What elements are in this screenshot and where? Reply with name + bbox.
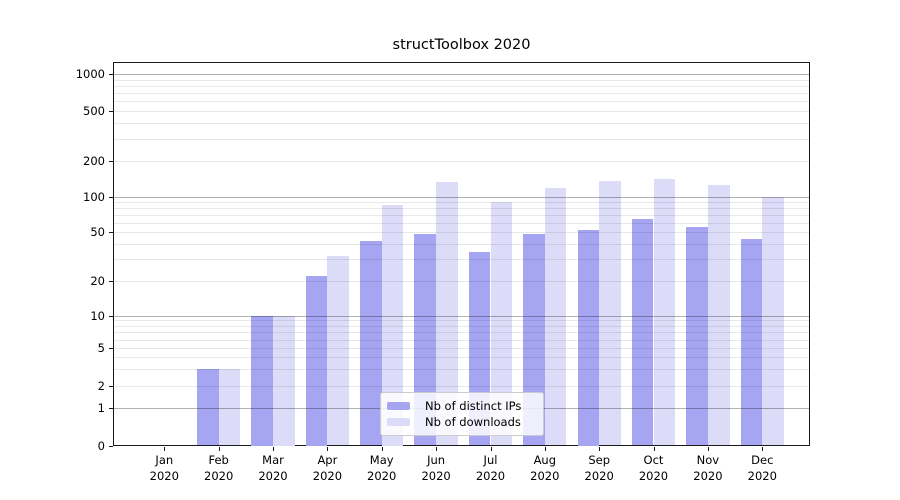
legend-label-downloads: Nb of downloads bbox=[425, 415, 521, 429]
y-tick-label-50: 50 bbox=[90, 225, 105, 239]
bar-distinct_ips-apr bbox=[305, 275, 328, 446]
legend-label-distinct-ips: Nb of distinct IPs bbox=[425, 399, 522, 413]
bar-downloads-oct bbox=[653, 179, 676, 446]
x-tick-sep bbox=[599, 446, 601, 451]
legend: Nb of distinct IPs Nb of downloads bbox=[380, 392, 544, 436]
bar-distinct_ips-sep bbox=[577, 230, 600, 446]
y-tick-label-200: 200 bbox=[83, 154, 105, 168]
bar-downloads-aug bbox=[544, 188, 567, 446]
y-tick-label-2: 2 bbox=[97, 379, 105, 393]
x-tick-nov bbox=[707, 446, 709, 451]
x-tick-label-dec: Dec 2020 bbox=[747, 452, 777, 483]
bar-distinct_ips-feb bbox=[197, 369, 219, 446]
x-tick-feb bbox=[218, 446, 220, 451]
y-tick-label-100: 100 bbox=[83, 189, 105, 204]
bar-distinct_ips-nov bbox=[686, 227, 708, 446]
legend-item-downloads: Nb of downloads bbox=[387, 415, 535, 429]
bar-downloads-mar bbox=[273, 315, 295, 446]
legend-swatch-downloads bbox=[387, 418, 410, 426]
x-tick-label-jun: Jun 2020 bbox=[421, 452, 451, 483]
y-tick-label-1: 1 bbox=[97, 400, 105, 415]
bar-distinct_ips-dec bbox=[740, 238, 763, 446]
bar-distinct_ips-may bbox=[360, 241, 382, 446]
x-tick-label-nov: Nov 2020 bbox=[693, 452, 723, 483]
x-tick-label-jul: Jul 2020 bbox=[475, 452, 506, 483]
x-tick-dec bbox=[762, 446, 764, 451]
y-tick-label-20: 20 bbox=[90, 273, 105, 288]
chart-title: structToolbox 2020 bbox=[392, 37, 531, 53]
y-tick-label-1000: 1000 bbox=[75, 67, 105, 81]
bar-downloads-dec bbox=[762, 196, 784, 446]
x-tick-oct bbox=[653, 446, 655, 451]
bar-downloads-jun bbox=[436, 182, 458, 446]
bar-downloads-may bbox=[381, 205, 404, 446]
y-tick-0 bbox=[109, 445, 113, 447]
bar-downloads-sep bbox=[599, 181, 621, 446]
y-tick-label-5: 5 bbox=[97, 341, 105, 355]
y-tick-label-0: 0 bbox=[97, 438, 105, 453]
bar-downloads-jul bbox=[490, 202, 513, 446]
y-tick-label-10: 10 bbox=[90, 308, 105, 323]
x-tick-label-mar: Mar 2020 bbox=[258, 452, 288, 483]
x-tick-label-jan: Jan 2020 bbox=[149, 452, 179, 483]
bars-layer bbox=[113, 62, 810, 446]
bar-downloads-feb bbox=[218, 369, 241, 446]
y-tick-label-500: 500 bbox=[83, 104, 105, 118]
x-tick-may bbox=[381, 446, 383, 451]
x-tick-aug bbox=[544, 446, 546, 451]
x-tick-jan bbox=[164, 446, 166, 451]
x-tick-label-oct: Oct 2020 bbox=[638, 452, 669, 483]
bar-distinct_ips-oct bbox=[631, 219, 654, 446]
legend-item-distinct-ips: Nb of distinct IPs bbox=[387, 399, 535, 413]
bar-downloads-nov bbox=[707, 184, 730, 446]
x-tick-jul bbox=[490, 446, 492, 451]
x-tick-label-aug: Aug 2020 bbox=[530, 452, 560, 483]
x-tick-label-may: May 2020 bbox=[367, 452, 397, 483]
x-tick-label-feb: Feb 2020 bbox=[204, 452, 234, 483]
x-tick-mar bbox=[273, 446, 274, 451]
bar-distinct_ips-mar bbox=[251, 315, 273, 446]
legend-swatch-distinct-ips bbox=[387, 402, 410, 410]
x-tick-label-apr: Apr 2020 bbox=[312, 452, 343, 483]
bar-downloads-apr bbox=[327, 255, 350, 446]
x-tick-jun bbox=[436, 446, 438, 451]
x-tick-label-sep: Sep 2020 bbox=[584, 452, 614, 483]
x-tick-apr bbox=[327, 446, 329, 451]
